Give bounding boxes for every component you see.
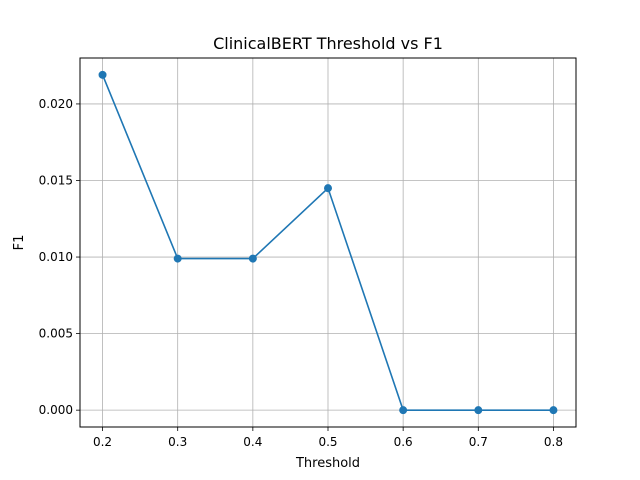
data-point [248, 254, 257, 263]
x-tick-label: 0.7 [469, 435, 488, 449]
data-point [324, 184, 332, 193]
y-axis-label: F1 [12, 235, 27, 251]
y-tick-label: 0.020 [39, 97, 73, 111]
x-tick-label: 0.6 [394, 435, 413, 449]
data-point [549, 406, 558, 415]
y-tick-label: 0.015 [39, 173, 73, 187]
x-tick-label: 0.8 [544, 435, 563, 449]
y-tick-label: 0.010 [39, 250, 73, 264]
x-tick-label: 0.5 [318, 435, 337, 449]
data-point [474, 406, 483, 415]
data-point [98, 70, 107, 79]
grid [80, 58, 576, 427]
x-tick-label: 0.4 [243, 435, 262, 449]
data-point [173, 254, 182, 263]
y-tick-label: 0.005 [39, 327, 73, 341]
y-tick-label: 0.000 [39, 403, 73, 417]
series-layer [98, 70, 558, 415]
ticks: 0.2 0.3 0.4 0.5 0.6 0.7 0.8 0.000 0.005 0.010 0.01… [39, 97, 563, 449]
x-tick-label: 0.2 [93, 435, 112, 449]
x-axis-label: Threshold [295, 456, 360, 471]
chart-title: ClinicalBERT Threshold vs F1 [213, 34, 443, 53]
data-point [399, 406, 408, 415]
x-tick-label: 0.3 [168, 435, 187, 449]
